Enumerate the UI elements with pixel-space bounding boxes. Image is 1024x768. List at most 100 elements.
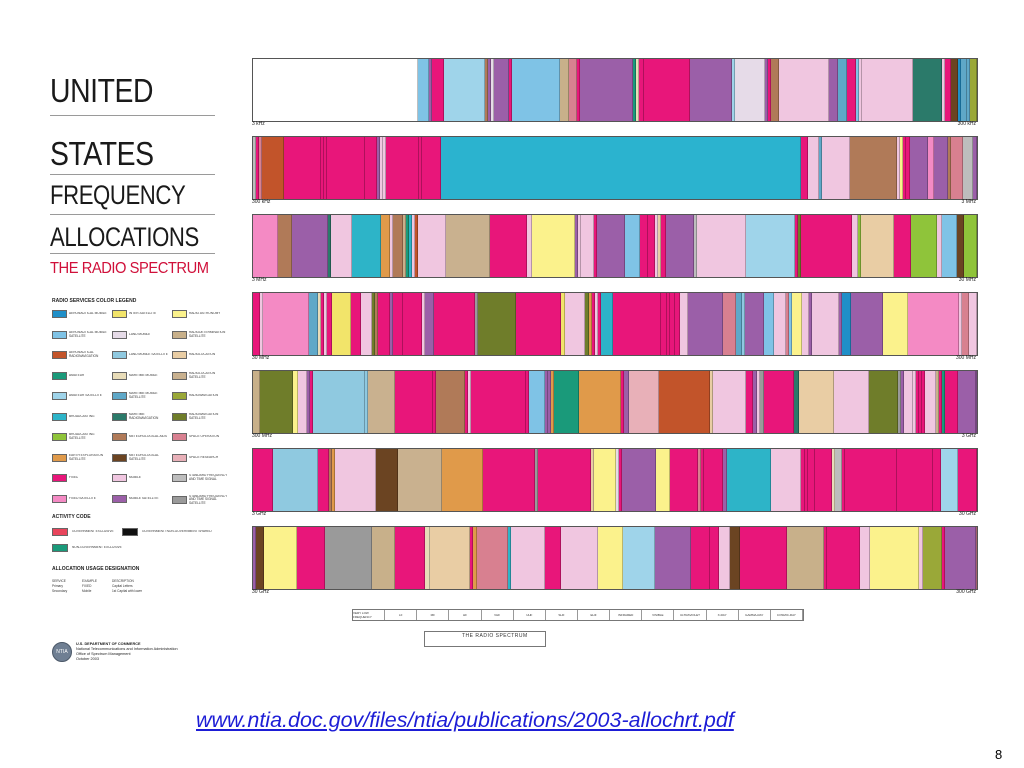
allocation-block: [959, 293, 962, 355]
department-text: U.S. DEPARTMENT OF COMMERCE National Tel…: [76, 642, 178, 672]
legend-title: RADIO SERVICES COLOR LEGEND: [52, 298, 137, 304]
allocation-block: [293, 371, 298, 433]
band-start-label: 300 MHz: [252, 433, 273, 439]
allocation-block: [906, 137, 910, 199]
legend-label: AMATEUR: [69, 373, 85, 377]
allocation-block: [591, 449, 594, 511]
allocation-block: [581, 215, 594, 277]
legend-label: RADIO ASTRONOMY: [189, 312, 221, 316]
allocation-block: [757, 371, 760, 433]
allocation-block: [284, 137, 321, 199]
legend-swatch: [112, 453, 127, 462]
allocation-block: [789, 293, 792, 355]
legend-label: FIXED SATELLITE: [69, 496, 96, 500]
spectrum-segment: SHF: [546, 610, 578, 620]
allocation-block: [309, 293, 318, 355]
allocation-block: [260, 293, 263, 355]
legend-label: STANDARD FREQUENCY AND TIME SIGNAL: [189, 474, 228, 481]
allocation-block: [526, 371, 529, 433]
allocation-block: [263, 293, 309, 355]
legend-item: STANDARD FREQUENCY AND TIME SIGNAL SATEL…: [172, 495, 230, 506]
band-strip: [252, 58, 978, 122]
legend-item: METEOROLOGICAL SATELLITE: [112, 453, 170, 462]
allocation-block: [259, 137, 262, 199]
allocation-block: [957, 215, 964, 277]
allocation-block: [535, 449, 538, 511]
allocation-block: [383, 137, 386, 199]
allocation-block: [860, 527, 870, 589]
allocation-block: [368, 371, 395, 433]
allocation-block: [253, 215, 278, 277]
allocation-block: [390, 293, 393, 355]
allocation-block: [494, 59, 509, 121]
legend-item: STANDARD FREQUENCY AND TIME SIGNAL: [172, 474, 230, 482]
usage-cell: Secondary: [52, 589, 68, 593]
allocation-block: [809, 293, 812, 355]
allocation-block: [839, 293, 842, 355]
allocation-block: [253, 293, 260, 355]
allocation-block: [919, 527, 923, 589]
allocation-block: [378, 293, 390, 355]
allocation-block: [799, 371, 834, 433]
allocation-block: [819, 137, 822, 199]
allocation-block: [623, 527, 655, 589]
spectrum-segment: COSMIC-RAY: [771, 610, 803, 620]
spectrum-segment: MF: [417, 610, 450, 620]
allocation-block: [471, 371, 526, 433]
allocation-block: [835, 449, 842, 511]
allocation-block: [406, 215, 409, 277]
allocation-block: [964, 215, 977, 277]
spectrum-segment: VISIBLE: [642, 610, 675, 620]
legend-label: LAND MOBILE: [129, 332, 151, 336]
allocation-block: [764, 293, 774, 355]
allocation-block: [561, 527, 598, 589]
allocation-block: [945, 371, 958, 433]
allocation-block: [613, 293, 661, 355]
activity-item: NON-GOVERNMENT EXCLUSIVE: [52, 544, 122, 552]
source-link[interactable]: www.ntia.doc.gov/files/ntia/publications…: [196, 708, 734, 732]
allocation-block: [418, 215, 446, 277]
spectrum-segment: VHF: [482, 610, 514, 620]
spectrum-segment: LF: [385, 610, 418, 620]
activity-label: NON-GOVERNMENT EXCLUSIVE: [72, 546, 122, 550]
allocation-block: [704, 449, 723, 511]
legend-label: BROADCASTING: [69, 414, 95, 418]
allocation-block: [698, 449, 701, 511]
legend-item: MOBILE SATELLITE: [112, 494, 170, 503]
legend-swatch: [172, 351, 187, 359]
legend-label: MARITIME MOBILE SATELLITE: [129, 392, 158, 399]
legend-swatch: [112, 330, 127, 339]
allocation-block: [372, 527, 395, 589]
band-end-label: 300 GHz: [956, 589, 976, 595]
allocation-block: [916, 371, 919, 433]
legend-item: LAND MOBILE: [112, 330, 170, 339]
band-start-label: 3 kHz: [252, 121, 265, 127]
allocation-block: [911, 215, 937, 277]
allocation-block: [794, 371, 799, 433]
allocation-block: [834, 371, 869, 433]
spectrum-segment: X-RAY: [707, 610, 739, 620]
usage-title: ALLOCATION USAGE DESIGNATION: [52, 566, 140, 572]
title-line-5: THE RADIO SPECTRUM: [50, 260, 209, 277]
allocation-block: [801, 449, 805, 511]
legend-label: INTER-SATELLITE: [129, 312, 157, 316]
allocation-block: [511, 527, 545, 589]
allocation-block: [365, 137, 377, 199]
allocation-block: [768, 59, 771, 121]
allocation-block: [624, 371, 629, 433]
allocation-block: [680, 293, 688, 355]
allocation-block: [976, 371, 977, 433]
allocation-block: [644, 59, 690, 121]
allocation-block: [575, 215, 578, 277]
allocation-block: [433, 371, 436, 433]
allocation-block: [847, 59, 856, 121]
allocation-block: [425, 293, 434, 355]
legend-item: FIXED SATELLITE: [52, 494, 110, 503]
allocation-block: [913, 59, 942, 121]
allocation-block: [516, 293, 561, 355]
legend-item: RADIO ASTRONOMY: [172, 310, 230, 318]
allocation-block: [812, 293, 839, 355]
allocation-block: [441, 137, 801, 199]
allocation-block: [913, 371, 916, 433]
legend-swatch: [172, 371, 187, 380]
